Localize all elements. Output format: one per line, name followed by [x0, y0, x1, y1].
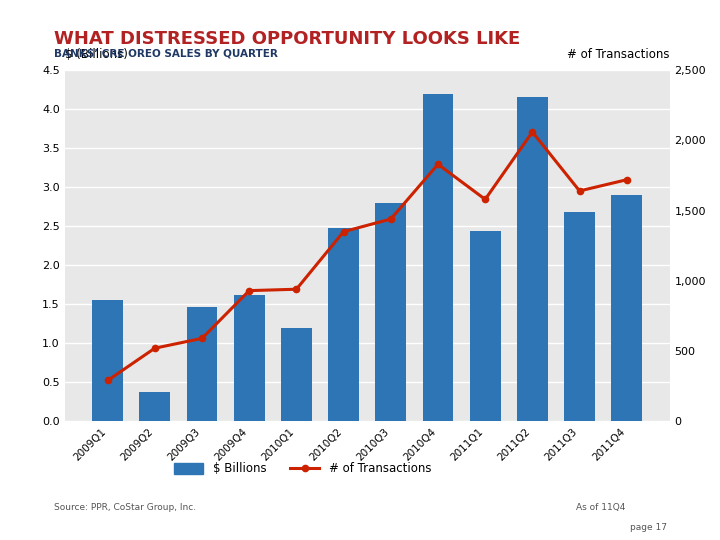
Bar: [423, 93, 454, 421]
Bar: [564, 212, 595, 421]
Text: $ (Billions): $ (Billions): [65, 49, 127, 62]
Bar: [611, 195, 642, 421]
Bar: [140, 393, 170, 421]
Text: page 17: page 17: [630, 523, 667, 532]
Legend: $ Billions, # of Transactions: $ Billions, # of Transactions: [169, 458, 436, 480]
Bar: [328, 228, 359, 421]
Bar: [470, 231, 500, 421]
Bar: [517, 98, 548, 421]
Text: WHAT DISTRESSED OPPORTUNITY LOOKS LIKE: WHAT DISTRESSED OPPORTUNITY LOOKS LIKE: [54, 30, 521, 48]
Bar: [234, 295, 264, 421]
Text: BANKS’ CRE OREO SALES BY QUARTER: BANKS’ CRE OREO SALES BY QUARTER: [54, 49, 278, 59]
Bar: [186, 307, 217, 421]
Text: # of Transactions: # of Transactions: [567, 49, 670, 62]
Bar: [375, 203, 406, 421]
Bar: [92, 300, 123, 421]
Bar: [281, 328, 312, 421]
Text: Source: PPR, CoStar Group, Inc.: Source: PPR, CoStar Group, Inc.: [54, 503, 196, 512]
Text: As of 11Q4: As of 11Q4: [576, 503, 626, 512]
